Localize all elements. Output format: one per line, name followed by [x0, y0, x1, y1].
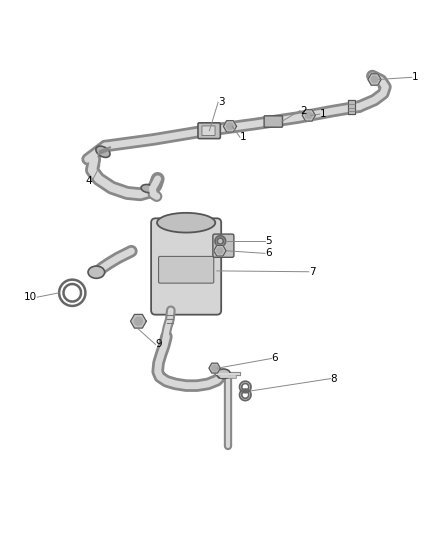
Ellipse shape: [141, 184, 154, 192]
Ellipse shape: [157, 213, 215, 232]
Ellipse shape: [96, 146, 110, 157]
FancyBboxPatch shape: [202, 126, 215, 135]
Polygon shape: [302, 110, 315, 121]
Text: 2: 2: [300, 106, 307, 116]
Polygon shape: [368, 74, 381, 85]
Text: 8: 8: [331, 374, 337, 384]
Text: 5: 5: [265, 236, 272, 246]
Polygon shape: [212, 365, 217, 371]
Polygon shape: [348, 100, 355, 114]
FancyBboxPatch shape: [151, 219, 221, 314]
Polygon shape: [223, 120, 237, 132]
FancyBboxPatch shape: [198, 123, 220, 139]
Text: 9: 9: [155, 340, 162, 350]
Polygon shape: [209, 363, 220, 373]
FancyBboxPatch shape: [264, 116, 283, 127]
Text: 4: 4: [85, 176, 92, 186]
Polygon shape: [214, 245, 226, 256]
Text: 6: 6: [265, 248, 272, 259]
Polygon shape: [131, 314, 146, 328]
Text: 1: 1: [320, 109, 326, 119]
FancyBboxPatch shape: [159, 256, 214, 283]
Text: 7: 7: [309, 266, 315, 277]
Polygon shape: [371, 76, 378, 83]
FancyBboxPatch shape: [213, 234, 234, 257]
Text: 10: 10: [24, 292, 37, 302]
Ellipse shape: [216, 369, 230, 378]
Text: 1: 1: [240, 132, 247, 142]
Polygon shape: [217, 248, 223, 254]
Text: 1: 1: [412, 72, 418, 82]
Polygon shape: [134, 317, 142, 325]
Polygon shape: [306, 112, 312, 119]
Polygon shape: [227, 123, 233, 130]
Ellipse shape: [88, 266, 105, 278]
Text: 3: 3: [218, 97, 225, 107]
Text: 6: 6: [272, 353, 278, 364]
